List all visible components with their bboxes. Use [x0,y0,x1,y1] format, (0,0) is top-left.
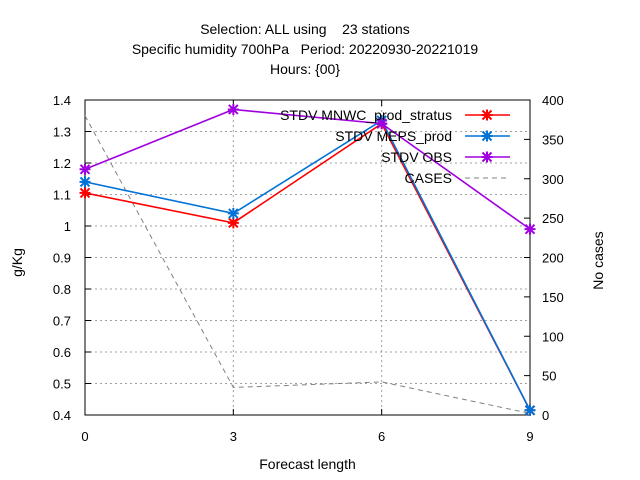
data-point [227,103,239,115]
chart-title: Selection: ALL using 23 stations Specific… [132,21,479,77]
data-point [79,163,91,175]
legend-label: STDV MEPS_prod [335,128,452,144]
legend-label: STDV MNWC_prod_stratus [280,107,452,123]
y2-axis-label: No cases [590,231,606,289]
series-group [79,103,536,416]
legend-marker [481,151,493,163]
legend-label: CASES [405,170,452,186]
y-tick-label: 1.3 [53,125,71,140]
y2-tick-label: 0 [542,408,549,423]
y2-tick-label: 150 [542,290,564,305]
title-line: Hours: {00} [270,61,340,77]
y2-tick-label: 300 [542,172,564,187]
data-point [524,223,536,235]
x-tick-label: 3 [230,429,237,444]
legend-marker [481,109,493,121]
data-point [376,118,388,130]
legend: STDV MNWC_prod_stratus STDV MEPS_prod STDV… [280,107,510,186]
y-tick-label: 0.7 [53,314,71,329]
y-tick-label: 0.4 [53,408,71,423]
y-axis: 0.4 0.5 0.6 0.7 0.8 0.9 1 1.1 1.2 1.3 1.4 [53,93,91,423]
y-tick-label: 0.8 [53,282,71,297]
x-tick-label: 0 [81,429,88,444]
y2-tick-label: 400 [542,93,564,108]
y2-tick-label: 200 [542,251,564,266]
y2-tick-label: 100 [542,329,564,344]
y-tick-label: 0.5 [53,377,71,392]
y2-axis: 0 50 100 150 200 250 300 350 400 [524,93,564,423]
data-point [524,404,536,416]
x-tick-label: 9 [526,429,533,444]
y-tick-label: 1.2 [53,156,71,171]
legend-marker [481,130,493,142]
y2-tick-label: 250 [542,211,564,226]
data-point [227,207,239,219]
y-tick-label: 1 [64,219,71,234]
y-tick-label: 1.1 [53,188,71,203]
data-point [227,217,239,229]
series-line [84,108,531,230]
title-line: Specific humidity 700hPa Period: 2022093… [132,41,479,57]
y-axis-label: g/Kg [9,248,25,277]
x-tick-label: 6 [378,429,385,444]
y-tick-label: 0.6 [53,345,71,360]
x-axis-label: Forecast length [259,456,356,472]
series-line [84,115,531,414]
y2-tick-label: 50 [542,369,556,384]
data-point [79,176,91,188]
x-axis: 0 3 6 9 [81,100,534,444]
y-tick-label: 0.9 [53,251,71,266]
y-tick-label: 1.4 [53,93,71,108]
grid [85,100,530,415]
legend-label: STDV OBS [381,149,452,165]
y2-tick-label: 350 [542,132,564,147]
series-line [84,119,531,411]
data-point [79,187,91,199]
title-line: Selection: ALL using 23 stations [200,21,410,37]
